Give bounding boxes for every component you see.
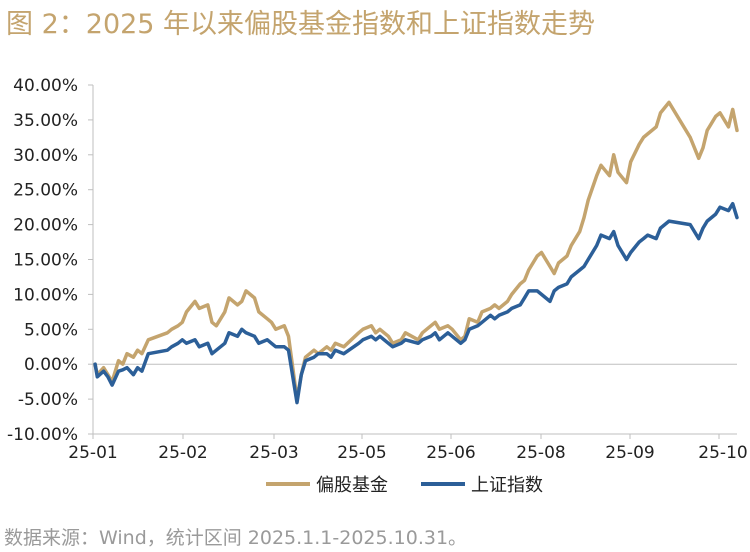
- x-tick-label: 25-02: [158, 443, 207, 463]
- y-tick-label: 20.00%: [13, 216, 78, 236]
- y-tick-label: 0.00%: [24, 355, 78, 375]
- series-line-equity-fund: [93, 100, 739, 401]
- series-line-sse-index: [93, 201, 739, 405]
- chart-axes: [92, 85, 737, 435]
- y-axis-ticks: 40.00% 35.00% 30.00% 25.00% 20.00% 15.00% 10.0…: [7, 76, 93, 445]
- y-tick-label: 15.00%: [13, 251, 78, 271]
- y-tick-label: 35.00%: [13, 111, 78, 131]
- x-tick-label: 25-01: [68, 443, 117, 463]
- y-tick-label: 30.00%: [13, 146, 78, 166]
- x-tick-label: 25-09: [605, 443, 654, 463]
- data-source-note: 数据来源：Wind，统计区间 2025.1.1-2025.10.31。: [4, 527, 468, 549]
- series-lines: [93, 100, 739, 405]
- legend-label: 偏股基金: [316, 475, 388, 496]
- legend-label: 上证指数: [471, 475, 543, 496]
- x-tick-label: 25-10: [698, 443, 747, 463]
- x-tick-label: 25-05: [337, 443, 386, 463]
- x-axis-ticks: 25-01 25-02 25-03 25-05 25-06 25-08 25-09 25-10: [68, 434, 748, 463]
- y-tick-label: -5.00%: [18, 390, 78, 410]
- x-tick-label: 25-08: [516, 443, 565, 463]
- x-tick-label: 25-06: [426, 443, 475, 463]
- y-tick-label: 40.00%: [13, 76, 78, 96]
- chart-legend: 偏股基金 上证指数: [266, 475, 543, 496]
- figure-title: 图 2：2025 年以来偏股基金指数和上证指数走势: [6, 9, 596, 40]
- x-tick-label: 25-03: [249, 443, 298, 463]
- y-tick-label: 10.00%: [13, 285, 78, 305]
- y-tick-label: 5.00%: [24, 320, 78, 340]
- y-tick-label: -10.00%: [7, 425, 78, 445]
- y-tick-label: 25.00%: [13, 181, 78, 201]
